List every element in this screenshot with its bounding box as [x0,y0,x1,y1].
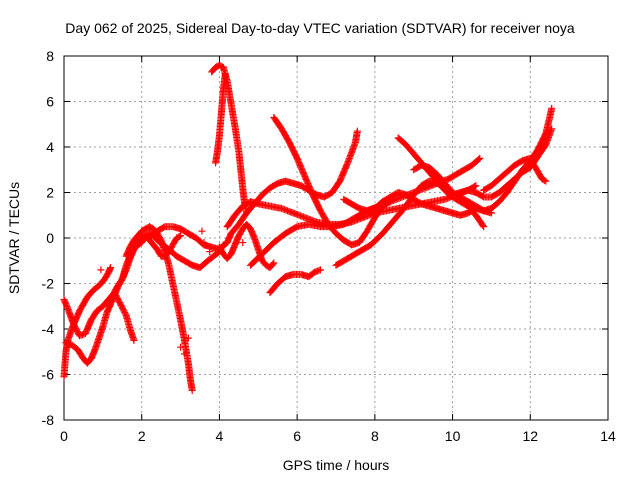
data-point [177,343,185,351]
data-point [97,266,105,274]
data-point [121,310,129,318]
marks-layer [60,61,556,394]
x-tick-label: 6 [293,428,301,444]
x-tick-label: 0 [60,428,68,444]
data-point [180,350,188,358]
x-tick-label: 2 [138,428,146,444]
data-point [215,243,223,251]
y-tick-label: -6 [42,367,55,383]
series-s18 [449,125,556,201]
data-point [243,209,251,217]
data-point [239,239,247,247]
y-tick-label: 8 [46,48,54,64]
series-s09 [215,220,278,272]
data-point [548,104,556,112]
data-point [107,264,115,272]
data-point [175,232,183,240]
y-tick-label: 6 [46,94,54,110]
data-point [269,260,277,268]
y-tick-label: -4 [42,321,55,337]
data-point [202,241,210,249]
y-tick-label: -8 [42,412,55,428]
x-tick-label: 14 [600,428,616,444]
data-point [130,336,138,344]
data-point [270,259,278,267]
x-tick-label: 4 [216,428,224,444]
x-tick-label: 12 [522,428,538,444]
data-point [476,154,484,162]
x-axis-title: GPS time / hours [283,457,390,473]
y-tick-label: 4 [46,139,54,155]
data-point [475,155,483,163]
series-s19 [480,154,550,194]
data-point [206,248,214,256]
data-point [188,386,196,394]
data-point [198,227,206,235]
data-point [353,127,361,135]
data-point [479,221,487,229]
stray-points [97,227,247,358]
series-s15 [332,177,495,269]
x-tick-label: 10 [445,428,461,444]
series-s02 [60,264,115,381]
x-tick-label: 8 [371,428,379,444]
data-point [480,223,488,231]
y-tick-label: -2 [42,276,55,292]
series-s08 [208,61,251,217]
series-s11 [266,266,324,297]
chart-title: Day 062 of 2025, Sidereal Day-to-day VTE… [65,20,575,36]
data-point [316,266,324,274]
data-point [542,177,550,185]
y-tick-label: 0 [46,230,54,246]
data-point [548,125,556,133]
data-point [541,176,549,184]
data-point [177,232,185,240]
tick-layer: 0 2 4 6 8 10 12 14 -8 -6 -4 -2 0 2 4 6 8 [42,48,616,444]
data-point [472,182,480,190]
y-axis-title: SDTVAR / TECUs [6,182,22,294]
data-point [184,334,192,342]
y-tick-label: 2 [46,185,54,201]
